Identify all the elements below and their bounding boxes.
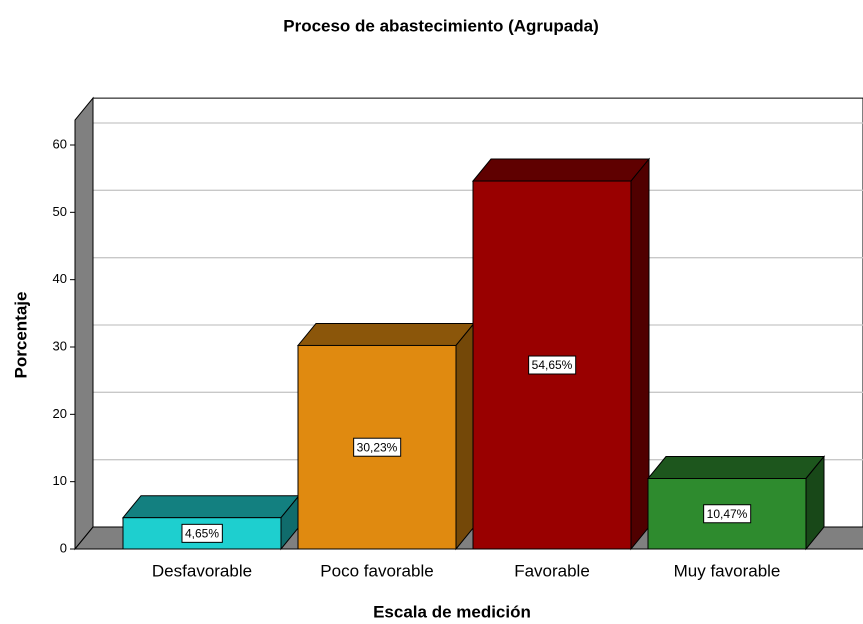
value-label: 4,65% [185, 527, 219, 541]
bar [646, 455, 826, 551]
y-tick-label: 60 [53, 136, 67, 151]
x-tick-label: Desfavorable [152, 561, 252, 580]
left-wall [74, 96, 94, 551]
y-axis-title: Porcentaje [11, 292, 30, 379]
y-tick-label: 0 [60, 540, 67, 555]
y-tick-label: 30 [53, 338, 67, 353]
value-label: 10,47% [707, 507, 748, 521]
bar-side [455, 322, 475, 551]
chart-title: Proceso de abastecimiento (Agrupada) [283, 16, 599, 35]
bar-top [646, 456, 826, 480]
bar [471, 157, 651, 551]
y-tick-label: 10 [53, 473, 67, 488]
bar [296, 322, 476, 551]
bar-top [471, 158, 651, 182]
bar [121, 494, 301, 551]
value-label-box [181, 523, 223, 543]
bar-side [630, 157, 650, 551]
x-axis-title: Escala de medición [373, 602, 531, 621]
value-label-box [353, 437, 402, 457]
y-tick-label: 40 [53, 271, 67, 286]
y-tick-label: 50 [53, 204, 67, 219]
value-label-box [528, 355, 577, 375]
y-tick-label: 20 [53, 406, 67, 421]
x-tick-label: Favorable [514, 561, 590, 580]
bar-top [296, 322, 476, 346]
value-label-box [703, 504, 752, 524]
value-label: 54,65% [532, 358, 573, 372]
x-tick-label: Muy favorable [674, 561, 781, 580]
x-tick-label: Poco favorable [320, 561, 433, 580]
value-label: 30,23% [357, 440, 398, 454]
bar-top [121, 495, 301, 519]
